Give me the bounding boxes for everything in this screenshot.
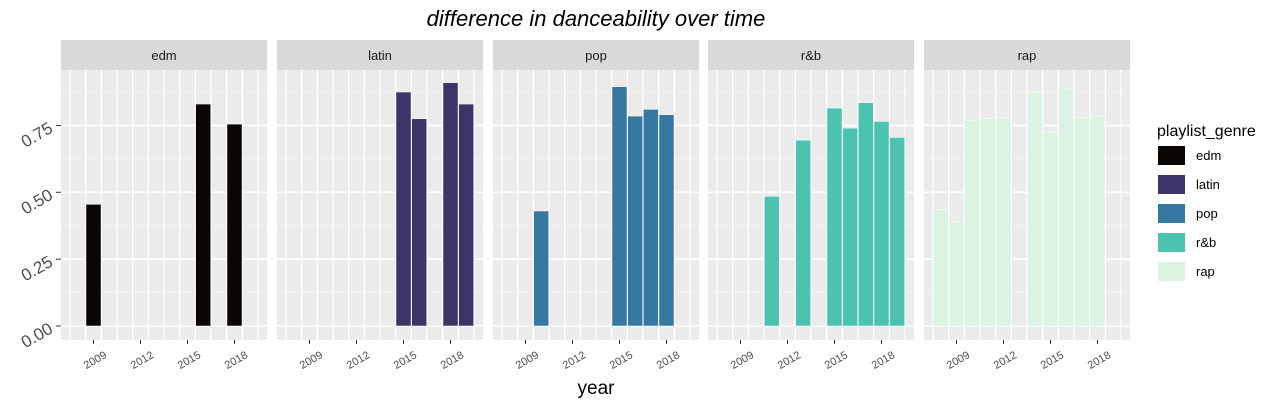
facet-strip-label: rap <box>1018 48 1037 63</box>
facet-strip-label: r&b <box>801 48 821 63</box>
facet-panel-pop: pop 2009 2012 2015 2018 <box>493 40 699 372</box>
bar <box>411 118 427 327</box>
bar <box>533 210 549 327</box>
bar <box>458 103 474 327</box>
bar <box>1074 117 1090 327</box>
x-tick-label: 2015 <box>176 349 203 372</box>
chart-title: difference in danceability over time <box>427 6 766 31</box>
y-tick-label: 0.50 <box>18 185 56 218</box>
x-tick-label: 2015 <box>823 349 850 372</box>
x-tick-label: 2018 <box>1086 349 1113 372</box>
x-axis-title: year <box>578 378 616 399</box>
x-tick-label: 2015 <box>392 349 419 372</box>
bar <box>1027 91 1043 327</box>
x-tick-label: 2018 <box>223 349 250 372</box>
bar <box>858 102 874 327</box>
bar <box>395 91 412 327</box>
bar <box>1058 87 1074 327</box>
legend-label: r&b <box>1196 235 1216 250</box>
x-tick-label: 2018 <box>439 349 466 372</box>
legend-title: playlist_genre <box>1157 123 1256 140</box>
x-tick-label: 2009 <box>945 349 972 372</box>
bar <box>643 109 659 327</box>
legend: playlist_genre edm latin pop r&b rap <box>1157 123 1256 281</box>
bar <box>442 82 459 327</box>
legend-swatch <box>1158 233 1185 252</box>
legend-label: latin <box>1196 177 1220 192</box>
bar <box>1089 115 1106 327</box>
bar <box>658 114 675 327</box>
facet-strip-label: latin <box>368 48 392 63</box>
x-tick-label: 2012 <box>776 349 803 372</box>
x-tick-label: 2012 <box>129 349 156 372</box>
legend-swatch <box>1158 175 1185 194</box>
bar <box>627 115 643 327</box>
bar <box>611 86 628 327</box>
bar <box>980 118 996 327</box>
bar <box>948 221 965 327</box>
facet-strip <box>61 40 267 70</box>
bar <box>226 123 243 327</box>
x-tick-label: 2018 <box>655 349 682 372</box>
x-tick-label: 2009 <box>729 349 756 372</box>
bar <box>795 139 811 327</box>
x-tick-label: 2012 <box>345 349 372 372</box>
x-tick-label: 2012 <box>992 349 1019 372</box>
legend-label: pop <box>1196 206 1218 221</box>
x-tick-label: 2009 <box>298 349 325 372</box>
bar <box>1042 131 1059 327</box>
y-tick-label: 0.75 <box>18 118 56 151</box>
y-axis: 0.00 0.25 0.50 0.75 <box>18 118 61 352</box>
facet-strip <box>277 40 483 70</box>
y-tick-label: 0.00 <box>18 319 56 352</box>
bar <box>873 121 890 327</box>
facet-strip <box>493 40 699 70</box>
legend-swatch <box>1158 204 1185 223</box>
bar <box>764 196 780 327</box>
facet-strip <box>924 40 1130 70</box>
legend-label: rap <box>1196 264 1215 279</box>
legend-swatch <box>1158 146 1185 165</box>
facet-strip-label: edm <box>151 48 176 63</box>
x-tick-label: 2015 <box>608 349 635 372</box>
bar <box>195 103 211 327</box>
bar <box>826 107 843 327</box>
facet-panel-edm: edm 2009 2012 2015 2018 <box>61 40 267 372</box>
x-tick-label: 2015 <box>1039 349 1066 372</box>
bar <box>964 119 980 327</box>
bar <box>889 137 905 327</box>
x-tick-label: 2018 <box>870 349 897 372</box>
facet-strip-label: pop <box>585 48 607 63</box>
facet-strip <box>708 40 914 70</box>
bar <box>933 209 949 327</box>
bar <box>85 204 102 327</box>
x-tick-label: 2009 <box>514 349 541 372</box>
facet-panel-rap: rap 2009 2012 2015 2018 <box>924 40 1130 372</box>
legend-items: edm latin pop r&b rap <box>1158 146 1221 281</box>
y-tick-label: 0.25 <box>18 252 56 285</box>
bar <box>995 117 1012 327</box>
bar <box>842 127 858 327</box>
legend-swatch <box>1158 262 1185 281</box>
x-tick-label: 2012 <box>561 349 588 372</box>
facet-panels: edm 2009 2012 2015 2018 latin 2009 2012 2015 2018… <box>61 40 1130 372</box>
facet-panel-latin: latin 2009 2012 2015 2018 <box>277 40 483 372</box>
facet-panel-rb: r&b 2009 2012 2015 2018 <box>708 40 914 372</box>
legend-label: edm <box>1196 148 1221 163</box>
x-tick-label: 2009 <box>82 349 109 372</box>
